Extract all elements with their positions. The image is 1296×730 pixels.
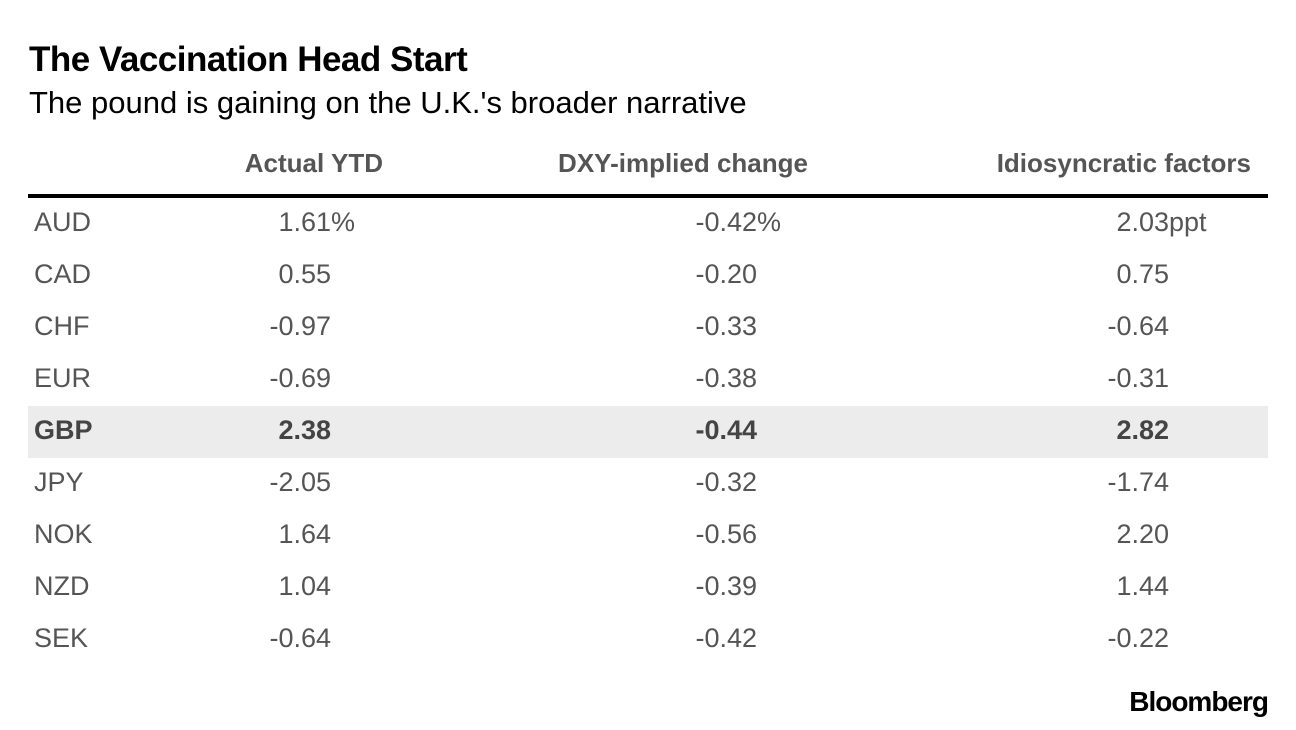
cell-actual-ytd-value: -0.97 xyxy=(269,311,331,341)
cell-dxy-implied: -0.39 xyxy=(695,571,782,602)
cell-dxy-implied-value: -0.20 xyxy=(695,259,757,289)
cell-currency: NZD xyxy=(34,571,90,602)
chart-subtitle: The pound is gaining on the U.K.'s broad… xyxy=(29,85,747,120)
cell-currency-value: GBP xyxy=(34,415,93,445)
cell-actual-ytd: 1.61% xyxy=(278,207,356,238)
cell-currency-value: NOK xyxy=(34,519,93,549)
cell-idiosyncratic-value: 0.75 xyxy=(1116,259,1169,289)
cell-dxy-implied-unit: % xyxy=(757,207,782,237)
cell-currency-value: AUD xyxy=(34,207,92,237)
cell-actual-ytd: 1.04 xyxy=(278,571,356,602)
cell-actual-ytd: -0.64 xyxy=(269,623,356,654)
cell-idiosyncratic-value: -0.22 xyxy=(1107,623,1169,653)
cell-dxy-implied-value: -0.39 xyxy=(695,571,757,601)
cell-actual-ytd-value: -2.05 xyxy=(269,467,331,497)
cell-currency: NOK xyxy=(34,519,93,550)
cell-dxy-implied-value: -0.44 xyxy=(695,415,757,445)
cell-dxy-implied: -0.38 xyxy=(695,363,782,394)
cell-actual-ytd-value: -0.69 xyxy=(269,363,331,393)
cell-currency-value: CAD xyxy=(34,259,92,289)
cell-actual-ytd: -0.97 xyxy=(269,311,356,342)
cell-currency-value: NZD xyxy=(34,571,90,601)
cell-idiosyncratic: -0.64 xyxy=(1107,311,1210,342)
column-header-dxy-implied-change: DXY-implied change xyxy=(558,148,808,178)
cell-dxy-implied-value: -0.42 xyxy=(695,623,757,653)
cell-actual-ytd-value: -0.64 xyxy=(269,623,331,653)
table-row: CHF -0.97 -0.33 -0.64 xyxy=(28,302,1268,354)
cell-currency: AUD xyxy=(34,207,91,238)
cell-currency-value: SEK xyxy=(34,623,89,653)
table-row: CAD 0.55 -0.20 0.75 xyxy=(28,250,1268,302)
cell-dxy-implied-value: -0.33 xyxy=(695,311,757,341)
cell-dxy-implied: -0.42% xyxy=(695,207,782,238)
cell-idiosyncratic: 0.75 xyxy=(1116,259,1210,290)
table-row: JPY -2.05 -0.32 -1.74 xyxy=(28,458,1268,510)
cell-dxy-implied-value: -0.32 xyxy=(695,467,757,497)
cell-idiosyncratic-value: -1.74 xyxy=(1107,467,1169,497)
cell-idiosyncratic: -0.22 xyxy=(1107,623,1210,654)
cell-currency: JPY xyxy=(34,467,84,498)
data-table: Actual YTD DXY-implied change Idiosyncra… xyxy=(28,140,1268,666)
cell-idiosyncratic-value: -0.64 xyxy=(1107,311,1169,341)
cell-actual-ytd-value: 0.55 xyxy=(278,259,331,289)
cell-actual-ytd: 2.38 xyxy=(278,415,356,446)
cell-actual-ytd: -0.69 xyxy=(269,363,356,394)
cell-actual-ytd: -2.05 xyxy=(269,467,356,498)
cell-actual-ytd-value: 2.38 xyxy=(278,415,331,445)
column-header-idiosyncratic-factors: Idiosyncratic factors xyxy=(996,148,1251,178)
cell-idiosyncratic: 2.20 xyxy=(1116,519,1210,550)
cell-idiosyncratic: 2.82 xyxy=(1116,415,1210,446)
table-row: GBP 2.38 -0.44 2.82 xyxy=(28,406,1268,458)
cell-actual-ytd-value: 1.64 xyxy=(278,519,331,549)
cell-actual-ytd-unit: % xyxy=(331,207,356,237)
cell-dxy-implied: -0.44 xyxy=(695,415,782,446)
table-body: AUD 1.61% -0.42% 2.03ppt CAD 0.55 -0.20 0.75 CHF… xyxy=(28,198,1268,666)
cell-actual-ytd-value: 1.04 xyxy=(278,571,331,601)
cell-dxy-implied-value: -0.42 xyxy=(695,207,757,237)
table-header: Actual YTD DXY-implied change Idiosyncra… xyxy=(28,140,1268,198)
cell-dxy-implied-value: -0.38 xyxy=(695,363,757,393)
cell-currency: CAD xyxy=(34,259,91,290)
cell-currency: CHF xyxy=(34,311,90,342)
cell-dxy-implied-value: -0.56 xyxy=(695,519,757,549)
cell-dxy-implied: -0.33 xyxy=(695,311,782,342)
cell-idiosyncratic-value: -0.31 xyxy=(1107,363,1169,393)
cell-idiosyncratic: -0.31 xyxy=(1107,363,1210,394)
chart-title: The Vaccination Head Start xyxy=(29,40,468,79)
table-row: SEK -0.64 -0.42 -0.22 xyxy=(28,614,1268,666)
cell-dxy-implied: -0.42 xyxy=(695,623,782,654)
cell-dxy-implied: -0.32 xyxy=(695,467,782,498)
table-row: AUD 1.61% -0.42% 2.03ppt xyxy=(28,198,1268,250)
cell-actual-ytd: 1.64 xyxy=(278,519,356,550)
cell-idiosyncratic-value: 2.20 xyxy=(1116,519,1169,549)
cell-idiosyncratic-unit: ppt xyxy=(1169,207,1207,237)
cell-dxy-implied: -0.20 xyxy=(695,259,782,290)
cell-idiosyncratic-value: 2.03 xyxy=(1116,207,1169,237)
column-header-actual-ytd: Actual YTD xyxy=(244,148,383,178)
cell-idiosyncratic-value: 2.82 xyxy=(1116,415,1169,445)
cell-idiosyncratic: -1.74 xyxy=(1107,467,1210,498)
bloomberg-logo: Bloomberg xyxy=(1129,686,1269,717)
cell-idiosyncratic-value: 1.44 xyxy=(1116,571,1169,601)
cell-currency: SEK xyxy=(34,623,88,654)
cell-currency-value: CHF xyxy=(34,311,90,341)
cell-idiosyncratic: 2.03ppt xyxy=(1116,207,1210,238)
cell-currency: GBP xyxy=(34,415,93,446)
cell-currency-value: EUR xyxy=(34,363,92,393)
table-row: EUR -0.69 -0.38 -0.31 xyxy=(28,354,1268,406)
table-row: NOK 1.64 -0.56 2.20 xyxy=(28,510,1268,562)
cell-actual-ytd-value: 1.61 xyxy=(278,207,331,237)
cell-currency: EUR xyxy=(34,363,91,394)
cell-dxy-implied: -0.56 xyxy=(695,519,782,550)
cell-currency-value: JPY xyxy=(34,467,84,497)
cell-actual-ytd: 0.55 xyxy=(278,259,356,290)
cell-idiosyncratic: 1.44 xyxy=(1116,571,1210,602)
table-row: NZD 1.04 -0.39 1.44 xyxy=(28,562,1268,614)
